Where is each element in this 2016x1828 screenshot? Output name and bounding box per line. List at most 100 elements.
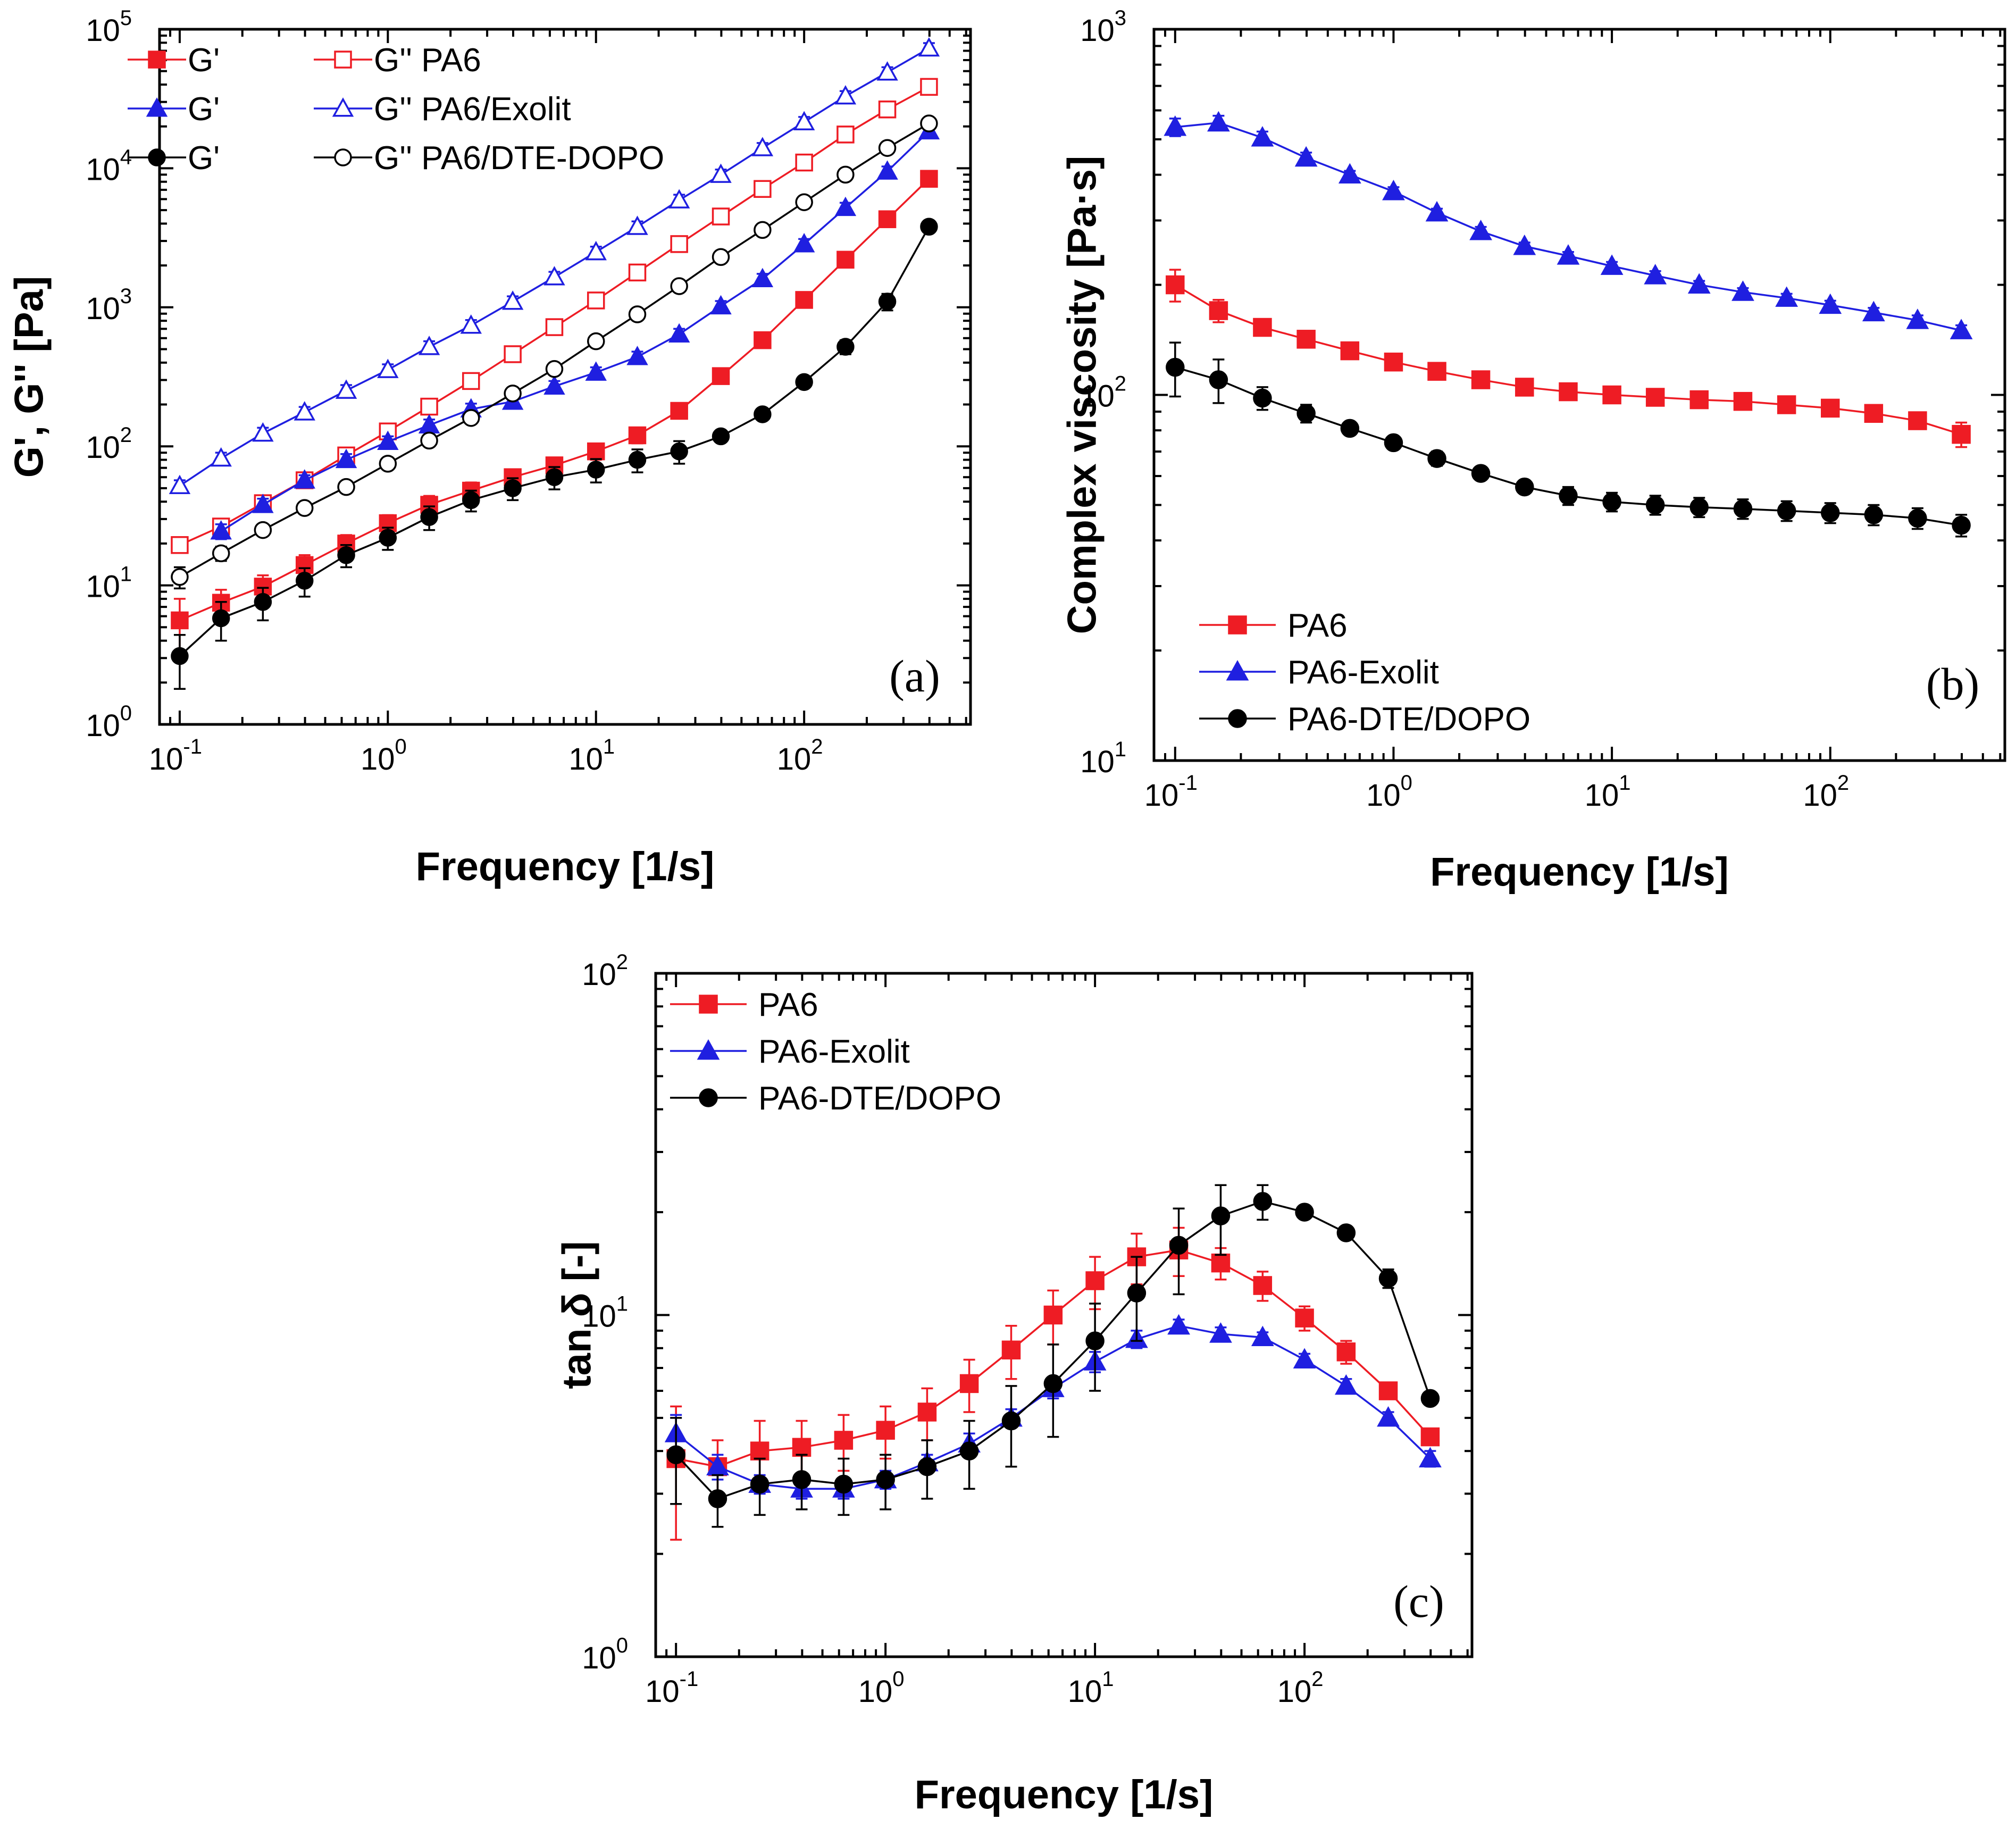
- data-point: [795, 153, 813, 172]
- data-point: [545, 468, 564, 486]
- y-tick-label: 103: [86, 285, 132, 326]
- data-point: [1602, 492, 1621, 512]
- data-point: [1384, 352, 1403, 372]
- data-point: [878, 101, 897, 119]
- data-point: [377, 430, 399, 450]
- data-point: [670, 235, 688, 253]
- data-point: [1820, 503, 1840, 522]
- data-point: [876, 1470, 895, 1489]
- x-tick-label: 102: [1277, 1667, 1324, 1709]
- data-point: [1382, 180, 1405, 201]
- data-point: [1819, 293, 1842, 314]
- data-point: [834, 1474, 854, 1494]
- x-axis-title: Frequency [1/s]: [416, 844, 715, 889]
- data-point: [1471, 370, 1491, 389]
- data-point: [295, 499, 314, 517]
- legend-label: PA6-DTE/DOPO: [758, 1080, 1001, 1117]
- y-tick-label: 104: [86, 145, 132, 187]
- data-point: [1295, 1203, 1314, 1222]
- data-point: [545, 360, 564, 378]
- legend-marker: [1228, 615, 1247, 635]
- data-point: [710, 295, 732, 315]
- data-point: [1378, 1268, 1398, 1288]
- legend-label: PA6-Exolit: [1287, 654, 1439, 691]
- series-line: [220, 130, 930, 532]
- data-point: [1559, 486, 1578, 505]
- data-point: [628, 263, 647, 282]
- data-point: [836, 165, 855, 184]
- data-point: [876, 61, 898, 81]
- data-point: [920, 170, 938, 188]
- data-point: [917, 1457, 937, 1476]
- data-point: [920, 114, 938, 132]
- data-point: [335, 448, 357, 469]
- data-point: [1295, 1308, 1314, 1328]
- legend-label: PA6: [1287, 607, 1348, 644]
- series-4: [171, 218, 938, 690]
- data-point: [1001, 1340, 1021, 1360]
- data-point: [169, 474, 191, 494]
- data-point: [795, 193, 813, 211]
- data-point: [462, 409, 480, 427]
- data-point: [876, 1421, 895, 1440]
- x-axis-title: Frequency [1/s]: [1430, 849, 1729, 895]
- series-0: [666, 1226, 1440, 1541]
- series-2: [1166, 341, 1971, 538]
- data-point: [1085, 1271, 1105, 1290]
- legend-marker: [699, 1088, 718, 1107]
- data-point: [878, 210, 897, 228]
- data-point: [1043, 1305, 1063, 1325]
- data-point: [543, 375, 565, 395]
- data-point: [254, 593, 272, 611]
- series-line: [179, 178, 930, 622]
- plot-frame: [654, 972, 1474, 1658]
- data-point: [252, 422, 274, 442]
- x-tick-label: 10-1: [1144, 771, 1198, 813]
- data-point: [1427, 362, 1446, 381]
- data-point: [1001, 1411, 1021, 1431]
- data-point: [751, 268, 774, 287]
- legend-label: G': [188, 91, 220, 128]
- y-axis-title: Complex viscosity [Pa·s]: [1060, 156, 1105, 635]
- plot-frame: [158, 28, 972, 726]
- data-point: [171, 647, 189, 665]
- panel-label: (a): [889, 650, 940, 702]
- data-point: [420, 397, 438, 416]
- data-point: [1251, 1325, 1274, 1347]
- x-tick-label: 100: [1366, 771, 1412, 813]
- data-point: [1293, 1348, 1316, 1368]
- x-tick-label: 10-1: [645, 1667, 698, 1709]
- chart-panel-a: 10-1 100 101 102 100 101 102 103 104 105 Frequency…: [7, 6, 972, 889]
- data-point: [1777, 501, 1796, 521]
- data-point: [1377, 1406, 1400, 1427]
- data-point: [670, 442, 688, 461]
- data-point: [1166, 357, 1185, 377]
- series-3: [169, 37, 940, 494]
- chart-panel-b: 10-1 100 101 102 101 102 103 Frequency [1/s] Com…: [1060, 6, 2006, 895]
- data-point: [795, 291, 813, 309]
- legend-label: PA6-DTE/DOPO: [1287, 701, 1530, 738]
- data-point: [1209, 370, 1228, 389]
- data-point: [1043, 1374, 1063, 1393]
- legend-label: G'' PA6/Exolit: [374, 91, 571, 128]
- plot-frame: [1152, 28, 2006, 762]
- data-point: [212, 609, 230, 628]
- data-point: [1211, 1253, 1231, 1273]
- data-point: [1513, 235, 1536, 255]
- data-point: [1864, 505, 1884, 524]
- legend-marker: [148, 51, 166, 69]
- data-point: [712, 248, 730, 266]
- series-2: [210, 120, 940, 540]
- data-point: [1864, 404, 1884, 423]
- data-point: [295, 572, 314, 590]
- data-point: [504, 345, 522, 363]
- data-point: [708, 1489, 727, 1508]
- data-point: [543, 266, 565, 286]
- data-point: [418, 336, 440, 355]
- data-point: [626, 215, 648, 235]
- data-point: [878, 293, 897, 311]
- y-tick-label: 102: [582, 950, 628, 992]
- y-axis-title: G', G'' [Pa]: [7, 276, 52, 478]
- series-1: [1164, 111, 1973, 339]
- data-point: [836, 251, 855, 269]
